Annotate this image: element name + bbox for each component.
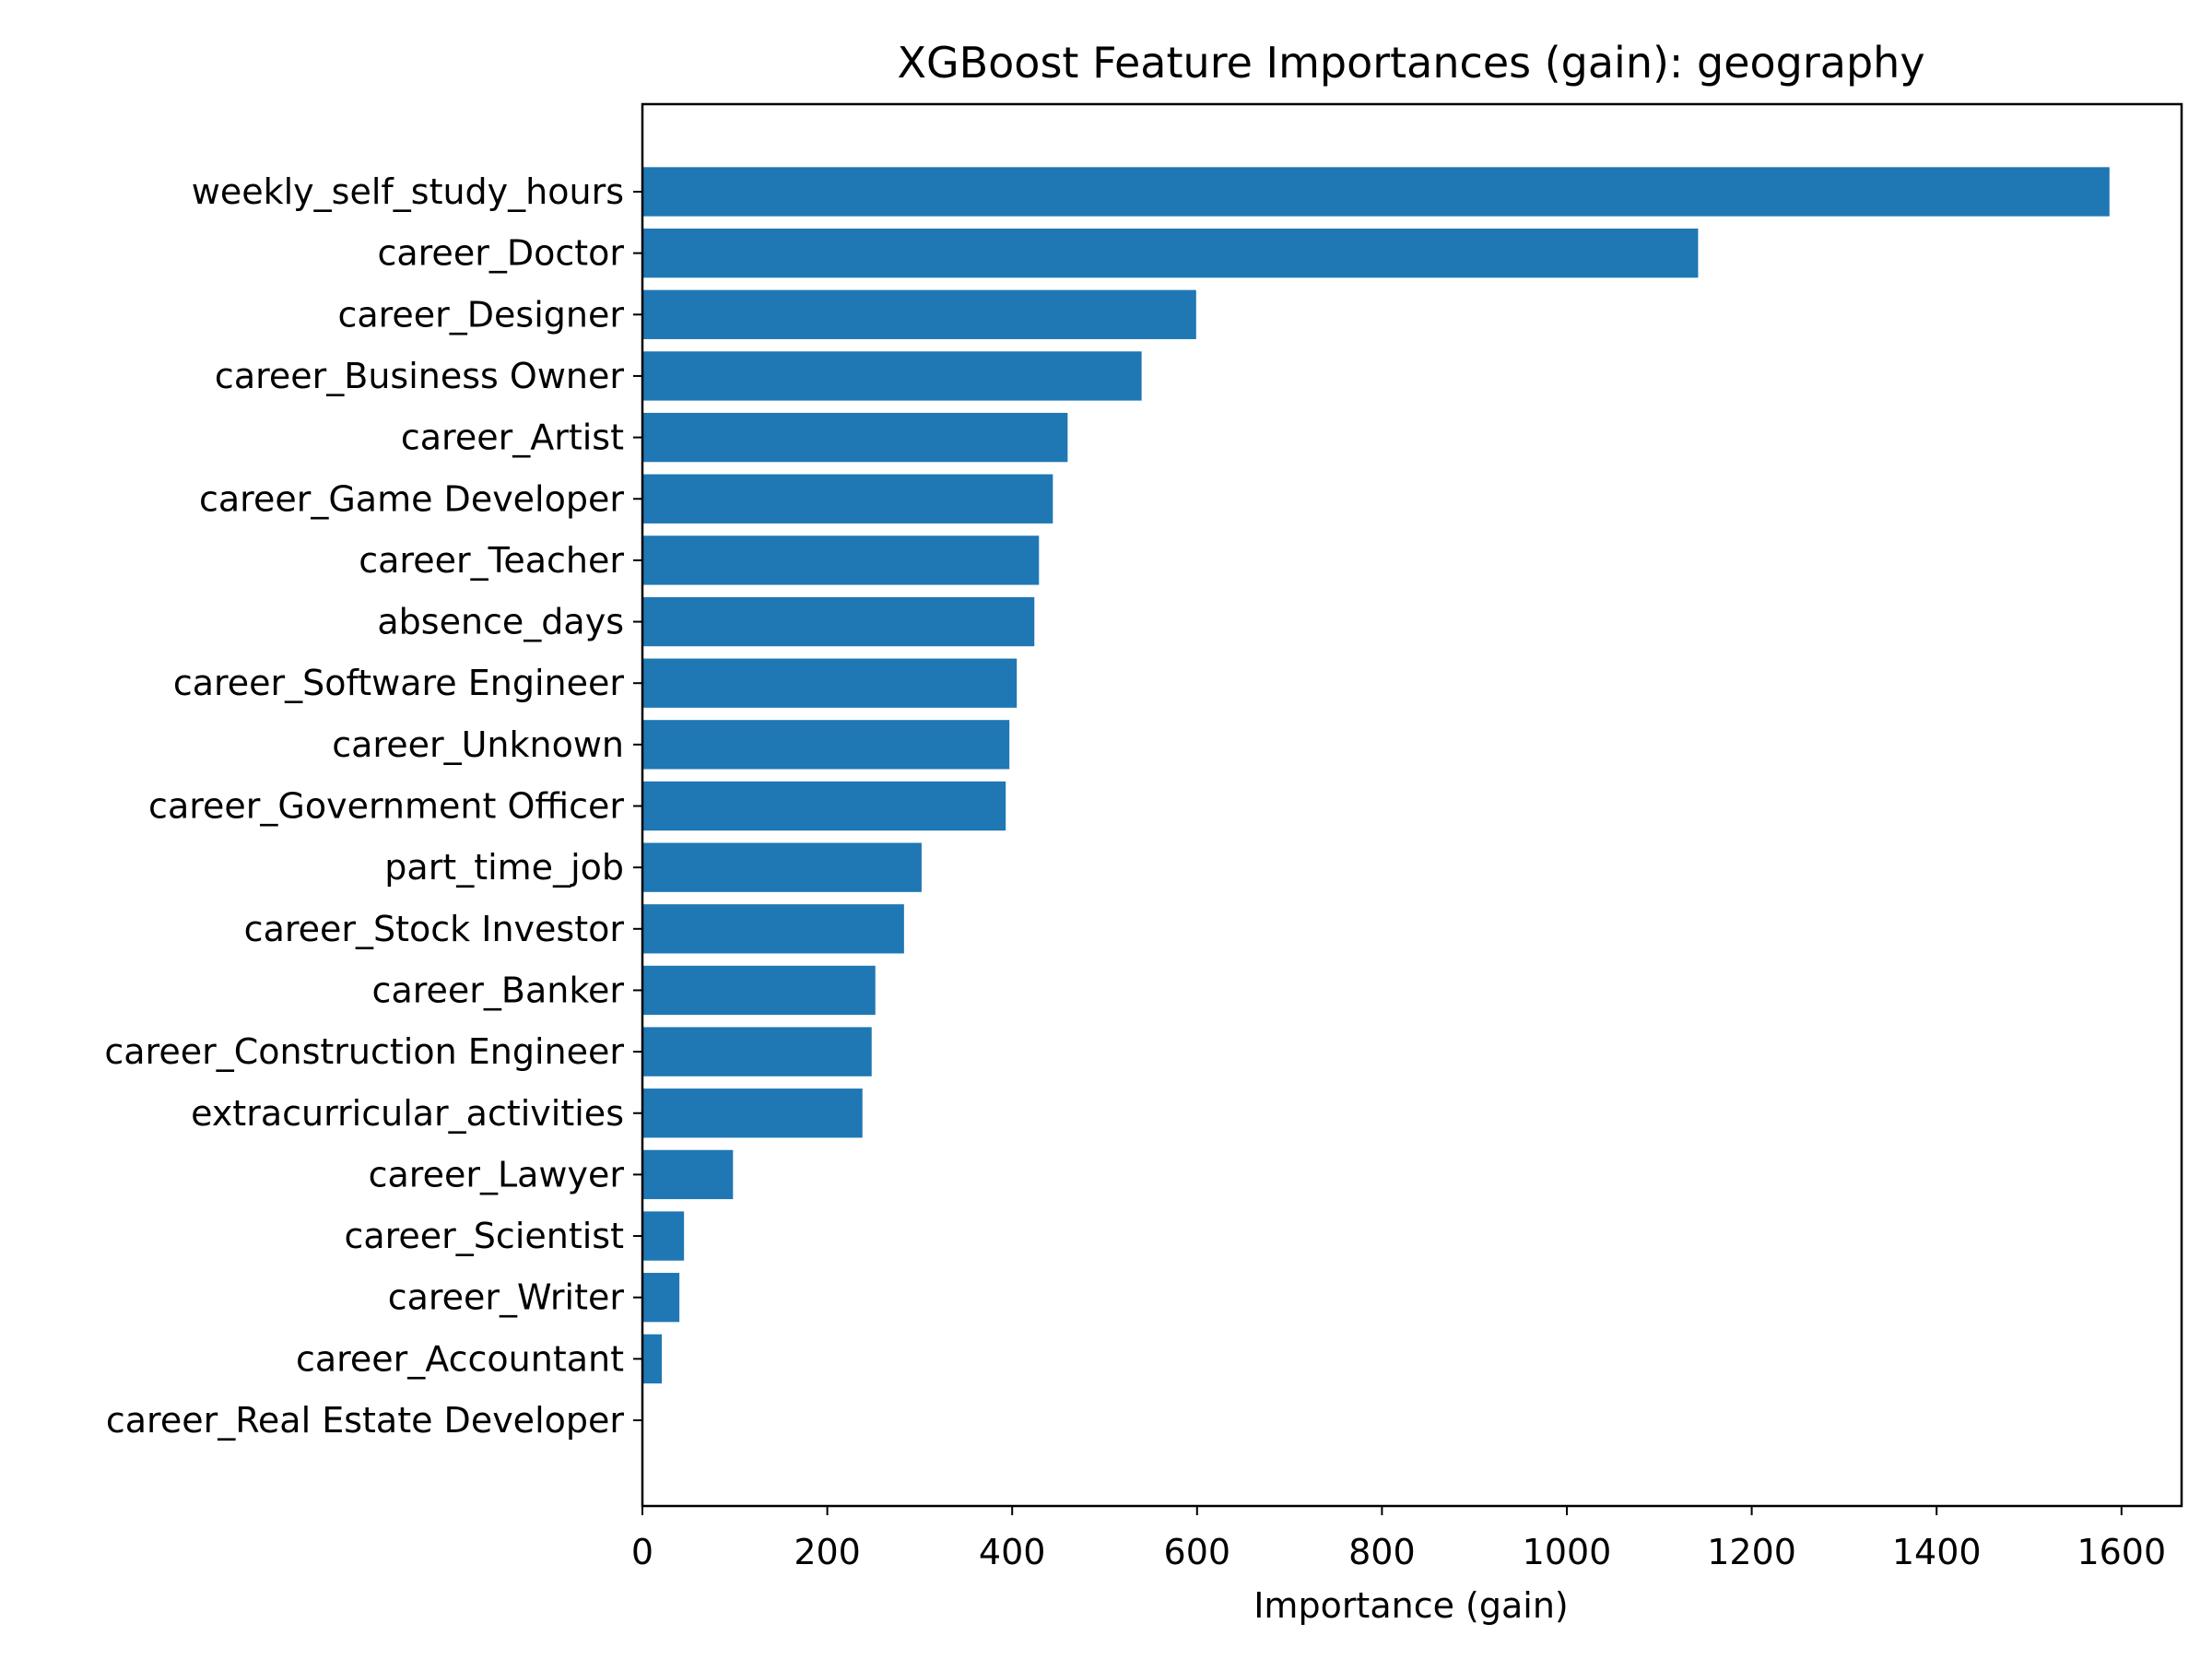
bar <box>642 596 1035 647</box>
y-tick-label: career_Real Estate Developer <box>106 1400 625 1441</box>
bar <box>642 658 1018 708</box>
bar <box>642 904 904 954</box>
y-tick-label: career_Scientist <box>344 1216 624 1256</box>
bar <box>642 535 1040 585</box>
bars-group <box>642 167 2110 1384</box>
bar <box>642 167 2110 217</box>
x-tick-label: 200 <box>794 1532 861 1572</box>
bar <box>642 842 922 892</box>
y-tick-label: part_time_job <box>384 847 624 888</box>
x-tick-label: 600 <box>1164 1532 1231 1572</box>
x-axis-ticks: 0 200 400 600 800 1000 1200 1400 1600 <box>631 1506 2166 1572</box>
y-tick-label: absence_days <box>377 602 624 642</box>
y-tick-label: career_Software Engineer <box>173 663 625 703</box>
x-tick-label: 0 <box>631 1532 653 1572</box>
y-tick-label: career_Stock Investor <box>244 909 625 949</box>
x-tick-label: 1200 <box>1707 1532 1796 1572</box>
x-tick-label: 1000 <box>1523 1532 1612 1572</box>
x-tick-label: 1600 <box>2077 1532 2166 1572</box>
x-axis-label: Importance (gain) <box>1253 1585 1569 1626</box>
y-tick-label: career_Teacher <box>359 540 624 581</box>
x-tick-label: 1400 <box>1892 1532 1982 1572</box>
y-tick-label: career_Accountant <box>296 1338 624 1379</box>
bar <box>642 412 1068 463</box>
bar <box>642 1149 734 1200</box>
chart-title: XGBoost Feature Importances (gain): geog… <box>897 38 1924 88</box>
bar <box>642 1273 680 1323</box>
bar <box>642 965 876 1016</box>
y-tick-label: extracurricular_activities <box>191 1093 624 1134</box>
bar <box>642 474 1053 524</box>
y-tick-label: career_Game Developer <box>199 478 624 519</box>
y-tick-label: career_Lawyer <box>369 1154 625 1194</box>
bar <box>642 720 1010 770</box>
bar <box>642 1027 872 1077</box>
y-tick-label: career_Banker <box>372 970 625 1010</box>
bar <box>642 351 1142 401</box>
y-tick-label: career_Doctor <box>377 233 624 274</box>
y-tick-label: weekly_self_study_hours <box>192 171 624 212</box>
y-tick-label: career_Writer <box>388 1277 625 1318</box>
bar <box>642 1334 663 1384</box>
bar <box>642 781 1006 831</box>
y-tick-label: career_Artist <box>401 418 624 458</box>
bar <box>642 228 1699 278</box>
bar <box>642 289 1196 339</box>
y-tick-label: career_Unknown <box>332 724 624 765</box>
plot-frame <box>641 102 2183 1508</box>
bar <box>642 1211 685 1261</box>
y-tick-label: career_Designer <box>337 294 624 335</box>
y-tick-label: career_Business Owner <box>215 356 624 396</box>
x-tick-label: 400 <box>979 1532 1046 1572</box>
bar <box>642 1088 863 1138</box>
x-tick-label: 800 <box>1348 1532 1416 1572</box>
y-axis-ticks: weekly_self_study_hours career_Doctorcare… <box>104 171 642 1441</box>
y-tick-label: career_Government Officer <box>148 786 624 827</box>
y-tick-label: career_Construction Engineer <box>104 1031 624 1072</box>
